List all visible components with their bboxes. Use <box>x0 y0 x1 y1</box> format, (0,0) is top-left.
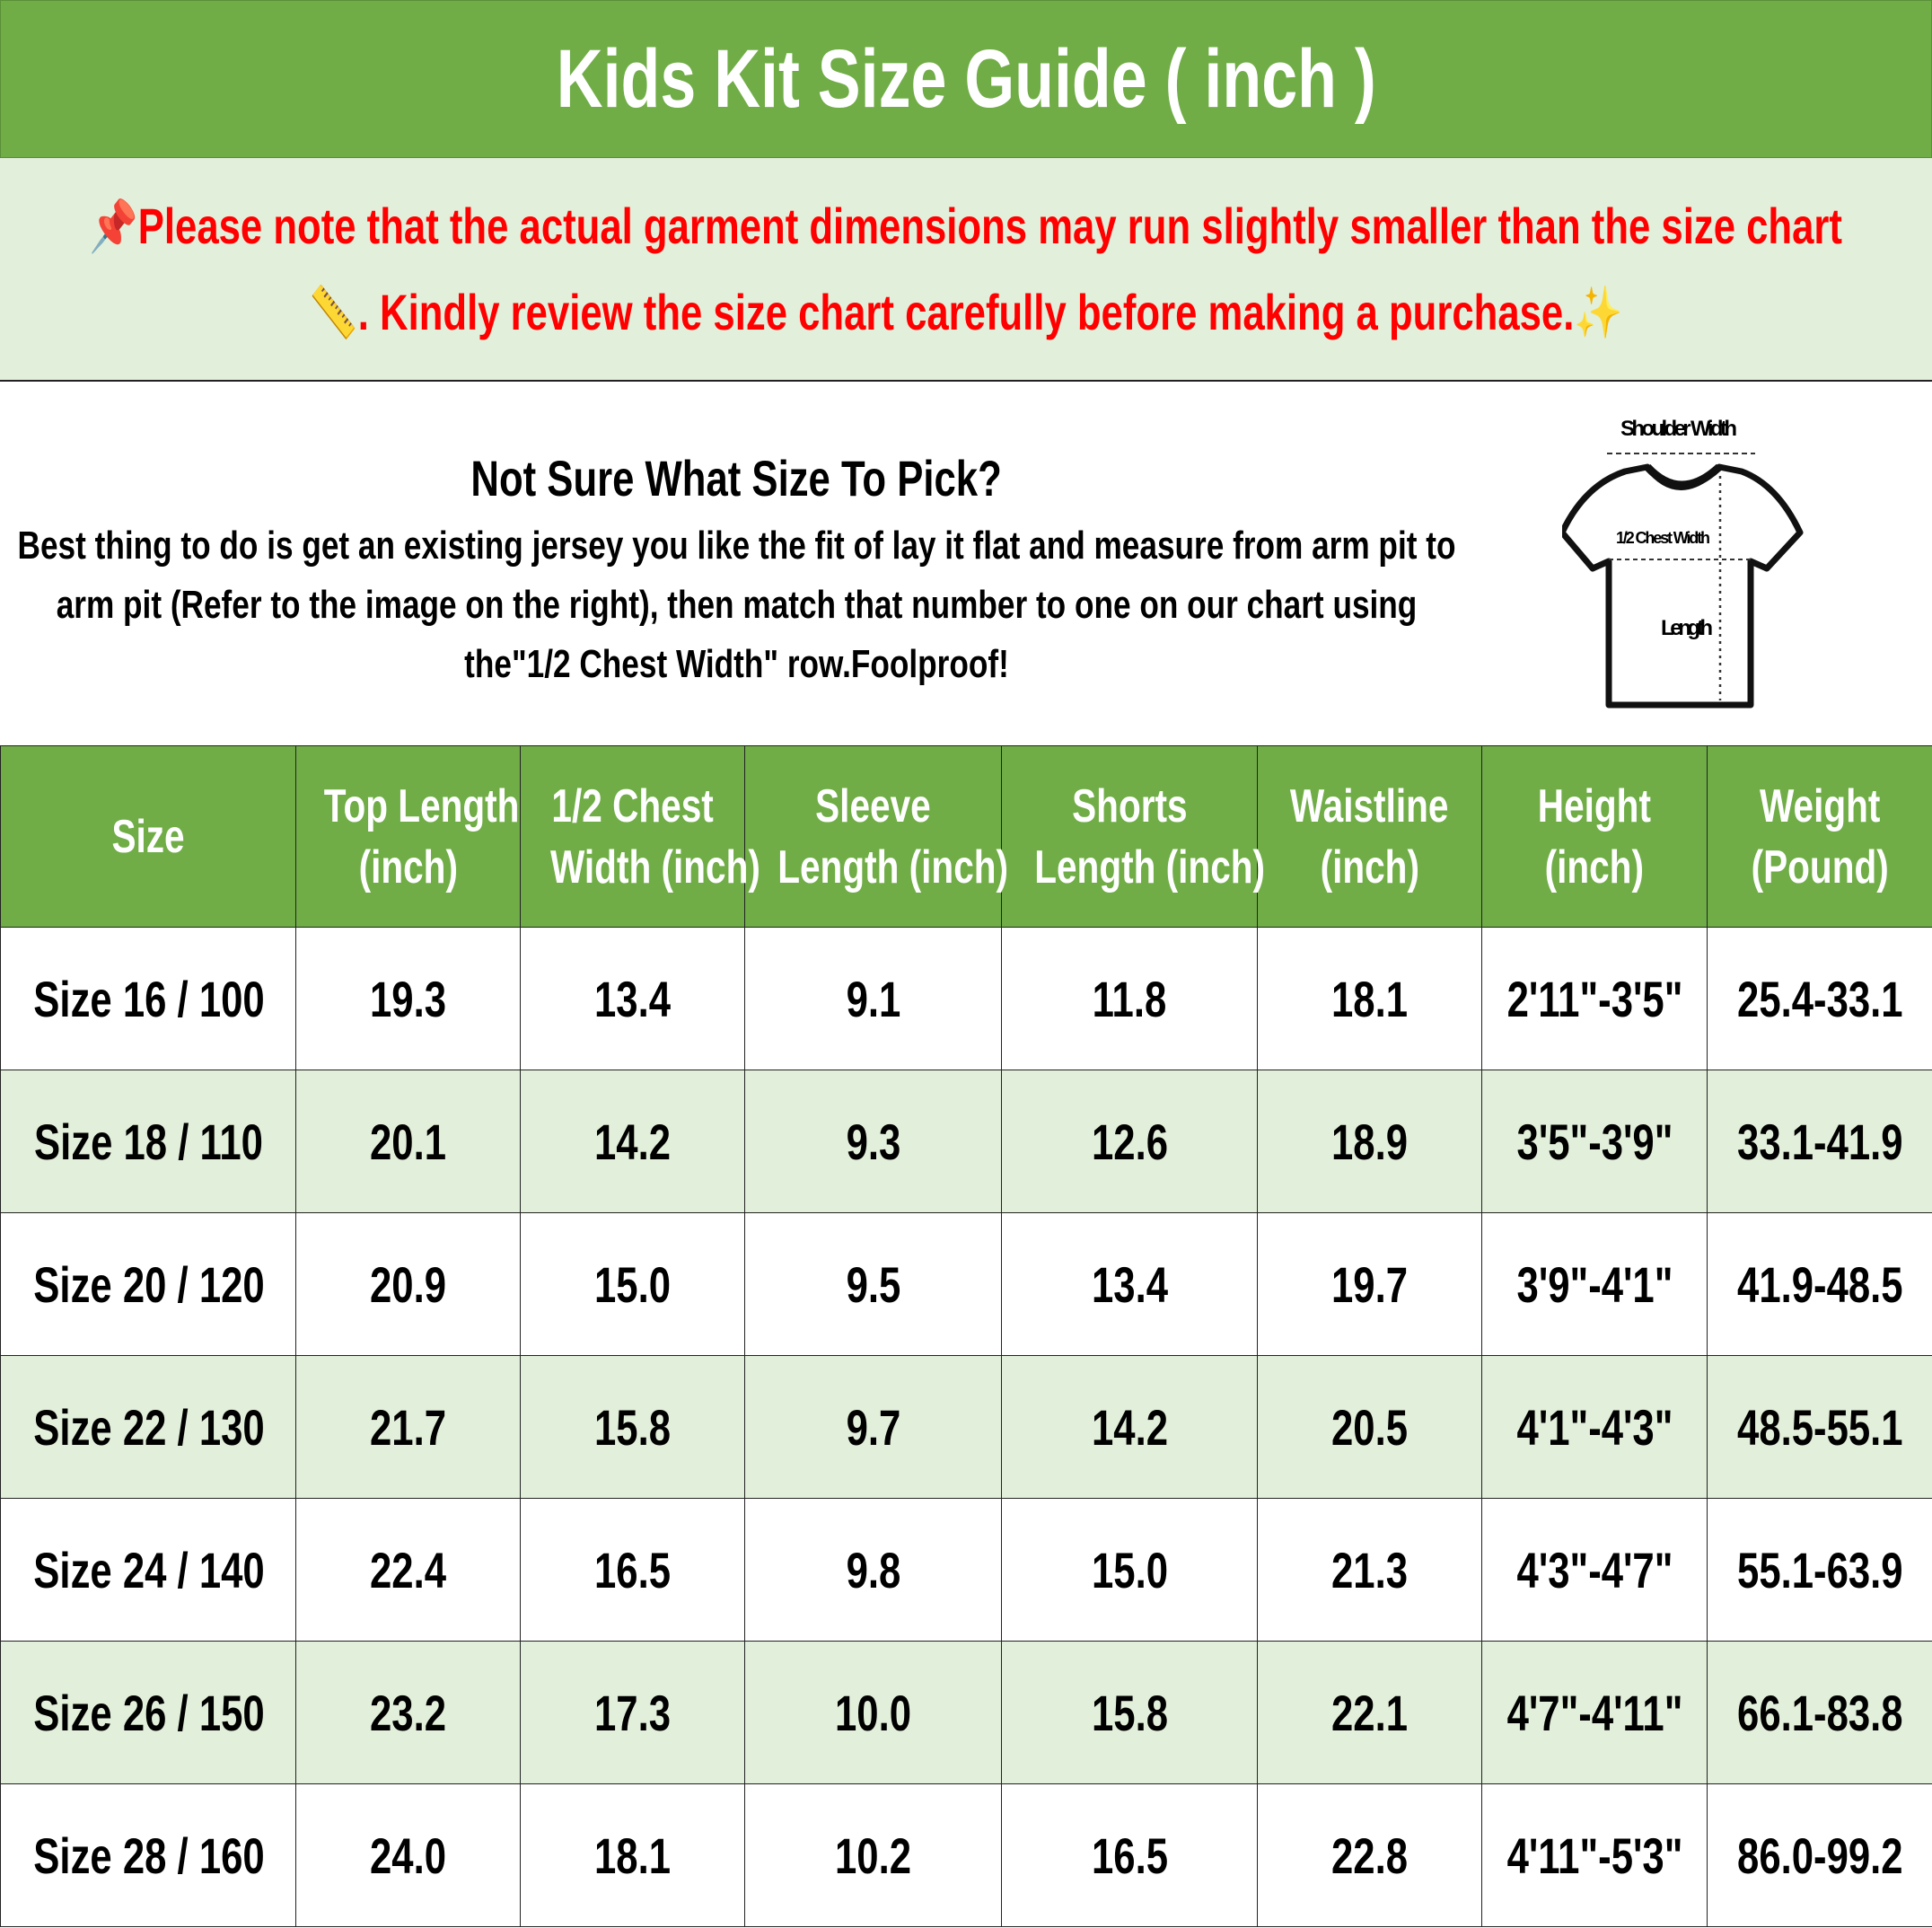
page-title: Kids Kit Size Guide ( inch ) <box>0 0 1932 158</box>
info-body: Best thing to do is get an existing jers… <box>17 524 1456 686</box>
table-cell: 9.7 <box>744 1355 1002 1499</box>
table-cell: 23.2 <box>295 1641 521 1784</box>
table-cell: 9.1 <box>744 927 1002 1070</box>
column-header: Size <box>0 745 296 928</box>
chest-width-label: 1/2 Chest Width <box>1616 529 1710 547</box>
table-cell: 22.4 <box>295 1498 521 1642</box>
table-cell: 33.1-41.9 <box>1707 1070 1932 1213</box>
notice-line-1: Please note that the actual garment dime… <box>138 197 1843 254</box>
table-cell: 4'11"-5'3" <box>1481 1783 1708 1927</box>
table-cell: 20.5 <box>1257 1355 1482 1499</box>
table-cell: 4'3"-4'7" <box>1481 1498 1708 1642</box>
table-cell: 10.0 <box>744 1641 1002 1784</box>
table-cell: 15.8 <box>520 1355 745 1499</box>
column-header: Top Length (inch) <box>295 745 521 928</box>
column-header: Shorts Length (inch) <box>1001 745 1265 928</box>
table-cell: 14.2 <box>520 1070 745 1213</box>
notice-banner: 📌Please note that the actual garment dim… <box>0 158 1932 382</box>
table-cell: 86.0-99.2 <box>1707 1783 1932 1927</box>
table-row: Size 16 / 100 19.3 13.4 9.1 11.8 18.1 2'11"-3'… <box>0 927 1932 1070</box>
table-cell: 3'9"-4'1" <box>1481 1212 1708 1356</box>
table-cell: 21.7 <box>295 1355 521 1499</box>
table-cell: 9.5 <box>744 1212 1002 1356</box>
column-header: Sleeve Length (inch) <box>744 745 1008 928</box>
column-header: Height (inch) <box>1481 745 1708 928</box>
column-header: Waistline (inch) <box>1257 745 1482 928</box>
table-cell: 15.0 <box>1001 1498 1258 1642</box>
table-cell: 4'1"-4'3" <box>1481 1355 1708 1499</box>
table-cell: 4'7"-4'11" <box>1481 1641 1708 1784</box>
table-cell: 21.3 <box>1257 1498 1482 1642</box>
column-header: Weight (Pound) <box>1707 745 1932 928</box>
table-cell: 16.5 <box>520 1498 745 1642</box>
info-heading: Not Sure What Size To Pick? <box>470 450 1002 506</box>
ruler-icon: 📏 <box>309 283 358 340</box>
table-cell: 15.8 <box>1001 1641 1258 1784</box>
table-cell: Size 20 / 120 <box>0 1212 296 1356</box>
table-cell: 2'11"-3'5" <box>1481 927 1708 1070</box>
column-header: 1/2 Chest Width (inch) <box>520 745 760 928</box>
table-cell: 48.5-55.1 <box>1707 1355 1932 1499</box>
table-cell: 20.9 <box>295 1212 521 1356</box>
table-row: Size 26 / 150 23.2 17.3 10.0 15.8 22.1 4'7"-4'… <box>0 1641 1932 1784</box>
length-label: Length <box>1661 616 1713 640</box>
tshirt-diagram: Shoulder Width 1/2 Chest Width Length <box>1562 417 1804 709</box>
table-cell: 12.6 <box>1001 1070 1258 1213</box>
table-cell: 14.2 <box>1001 1355 1258 1499</box>
table-row: Size 22 / 130 21.7 15.8 9.7 14.2 20.5 4'1"-4'3… <box>0 1355 1932 1499</box>
table-cell: 18.9 <box>1257 1070 1482 1213</box>
table-cell: 22.1 <box>1257 1641 1482 1784</box>
table-cell: 25.4-33.1 <box>1707 927 1932 1070</box>
table-cell: 18.1 <box>520 1783 745 1927</box>
table-cell: 66.1-83.8 <box>1707 1641 1932 1784</box>
table-cell: 17.3 <box>520 1641 745 1784</box>
table-row: Size 18 / 110 20.1 14.2 9.3 12.6 18.9 3'5"-3'9… <box>0 1070 1932 1213</box>
pushpin-icon: 📌 <box>89 197 139 254</box>
table-cell: 55.1-63.9 <box>1707 1498 1932 1642</box>
table-cell: Size 24 / 140 <box>0 1498 296 1642</box>
table-cell: 13.4 <box>520 927 745 1070</box>
info-section: Not Sure What Size To Pick? Best thing t… <box>0 382 1932 745</box>
table-cell: 19.3 <box>295 927 521 1070</box>
table-cell: 18.1 <box>1257 927 1482 1070</box>
table-cell: Size 16 / 100 <box>0 927 296 1070</box>
sparkles-icon: ✨ <box>1574 283 1623 340</box>
table-row: Size 28 / 160 24.0 18.1 10.2 16.5 22.8 4'11"-5… <box>0 1783 1932 1927</box>
table-cell: 3'5"-3'9" <box>1481 1070 1708 1213</box>
notice-line-2: . Kindly review the size chart carefully… <box>357 283 1575 340</box>
table-cell: 20.1 <box>295 1070 521 1213</box>
table-cell: 10.2 <box>744 1783 1002 1927</box>
size-table: Size Top Length (inch) 1/2 Chest Width (inch… <box>0 745 1932 1927</box>
table-cell: 15.0 <box>520 1212 745 1356</box>
table-cell: Size 26 / 150 <box>0 1641 296 1784</box>
table-cell: 13.4 <box>1001 1212 1258 1356</box>
table-cell: 9.3 <box>744 1070 1002 1213</box>
table-row: Size 20 / 120 20.9 15.0 9.5 13.4 19.7 3'9"-4'1… <box>0 1212 1932 1356</box>
table-cell: 41.9-48.5 <box>1707 1212 1932 1356</box>
table-cell: Size 22 / 130 <box>0 1355 296 1499</box>
table-cell: 22.8 <box>1257 1783 1482 1927</box>
table-cell: 16.5 <box>1001 1783 1258 1927</box>
table-row: Size 24 / 140 22.4 16.5 9.8 15.0 21.3 4'3"-4'7… <box>0 1498 1932 1642</box>
table-cell: Size 28 / 160 <box>0 1783 296 1927</box>
table-cell: 11.8 <box>1001 927 1258 1070</box>
table-cell: Size 18 / 110 <box>0 1070 296 1213</box>
table-cell: 19.7 <box>1257 1212 1482 1356</box>
shoulder-width-label: Shoulder Width <box>1620 417 1737 441</box>
table-cell: 24.0 <box>295 1783 521 1927</box>
table-cell: 9.8 <box>744 1498 1002 1642</box>
